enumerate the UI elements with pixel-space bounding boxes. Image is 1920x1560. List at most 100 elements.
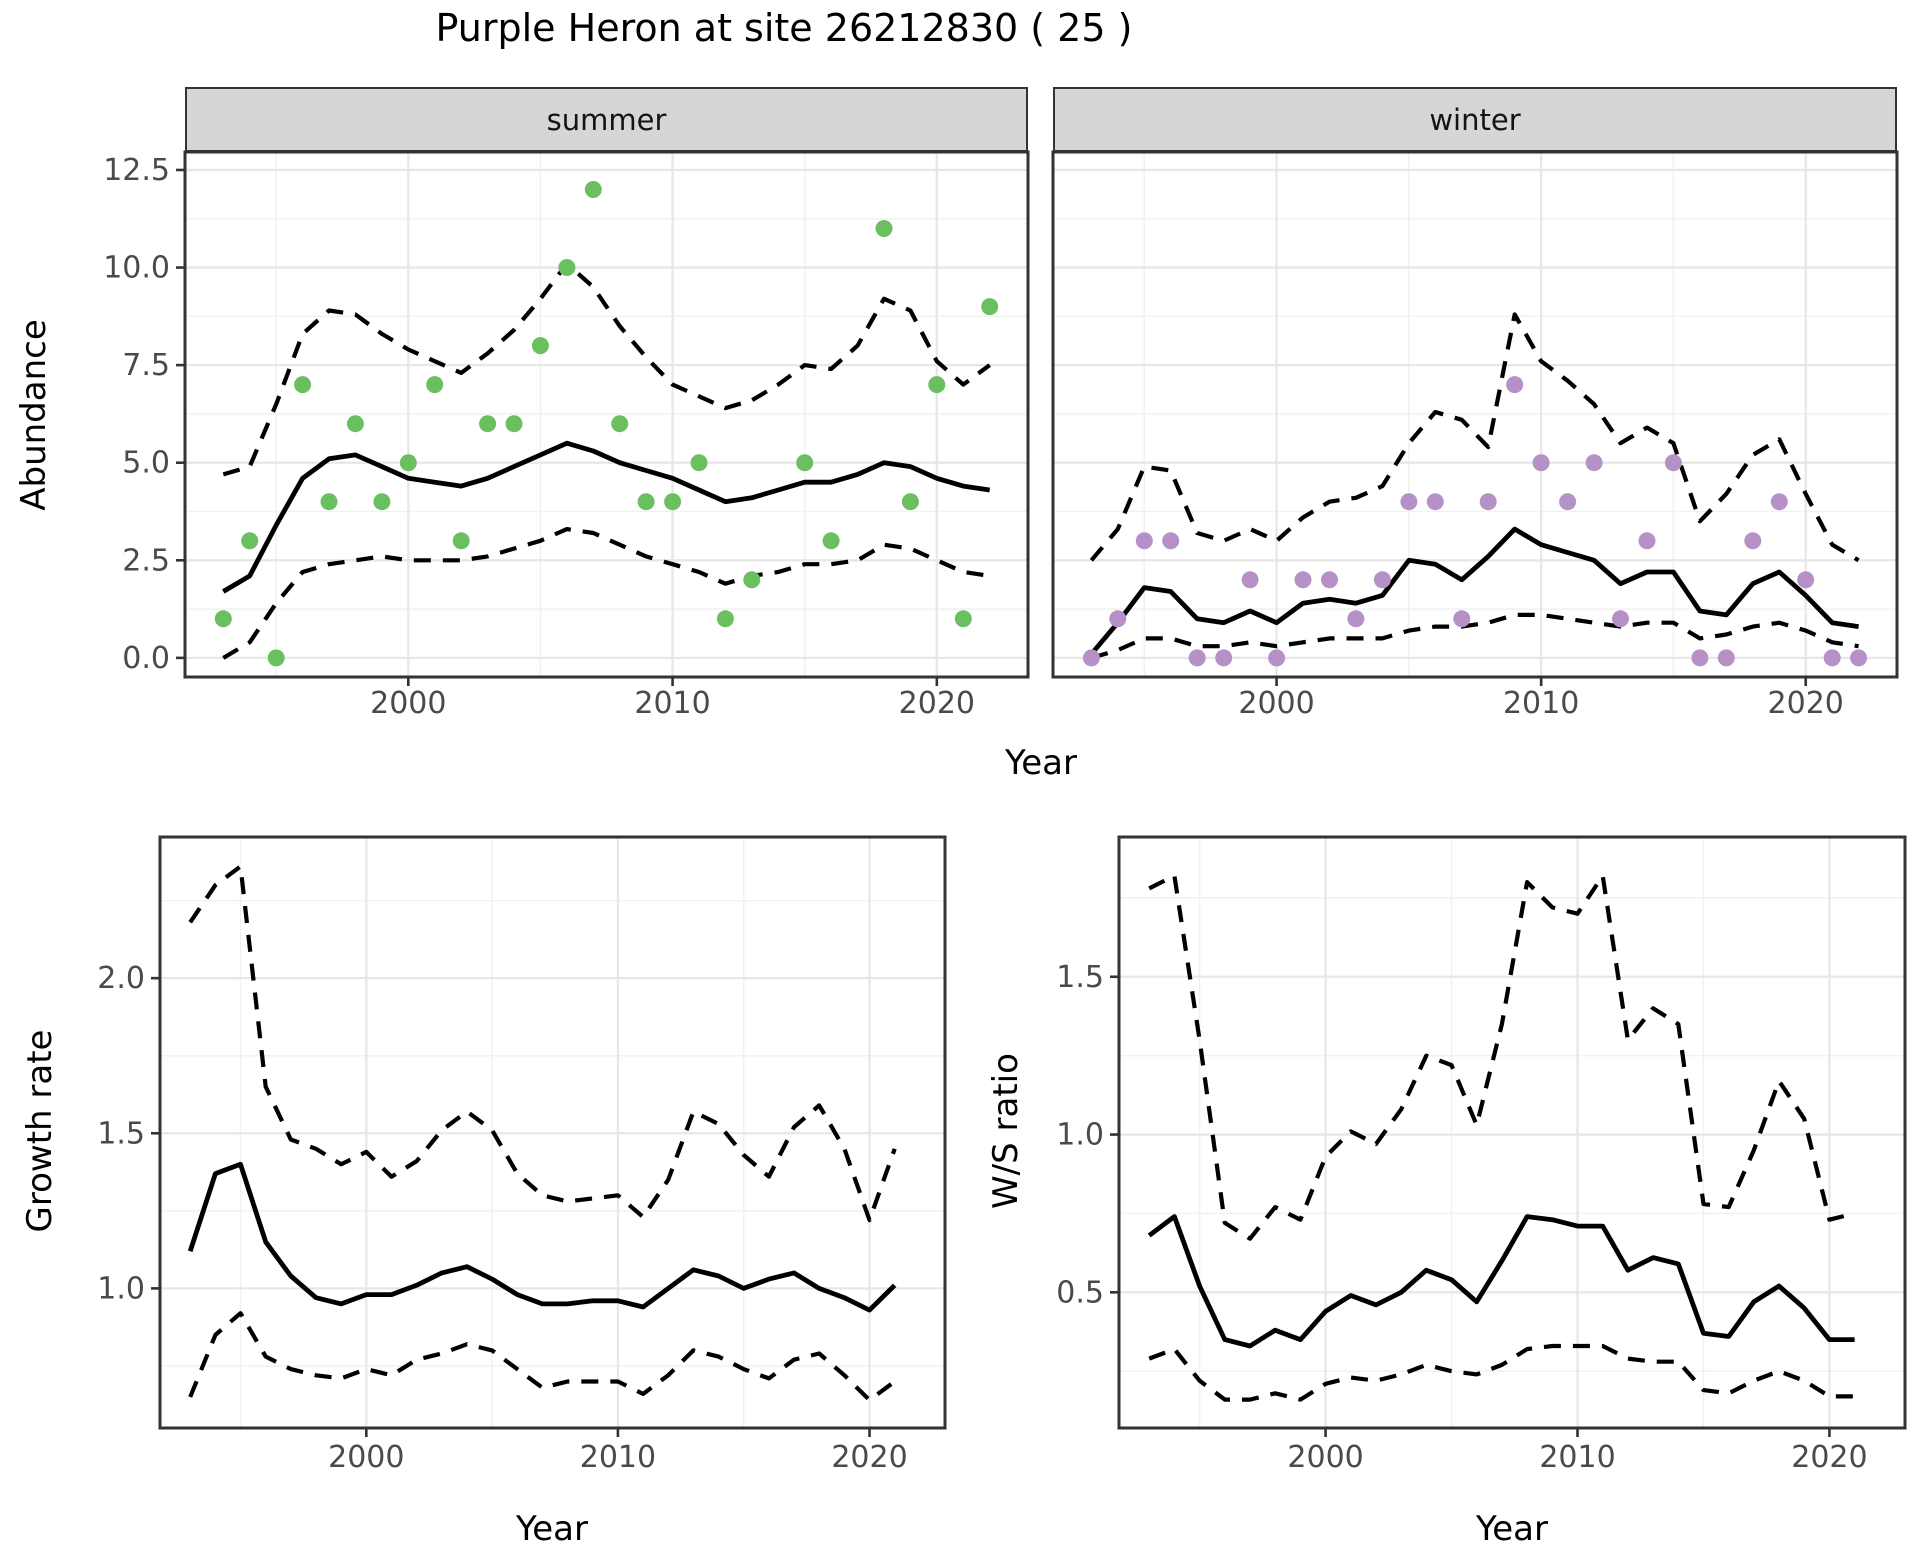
- data-point: [1532, 454, 1550, 472]
- x-axis-label-year-bottom-left: Year: [516, 1509, 588, 1549]
- y-tick-label: 10.0: [103, 251, 170, 286]
- data-point: [743, 571, 761, 589]
- ci-lower-line: [222, 526, 991, 660]
- data-point: [399, 454, 417, 472]
- fit-line: [1089, 526, 1859, 656]
- y-tick-label: 0.5: [1056, 1275, 1104, 1310]
- fit-line: [222, 440, 991, 594]
- data-point: [901, 493, 919, 511]
- data-point: [214, 610, 232, 628]
- data-point: [267, 649, 285, 667]
- data-point: [1559, 493, 1577, 511]
- data-point: [1691, 649, 1709, 667]
- data-point: [1268, 649, 1286, 667]
- data-point: [822, 532, 840, 550]
- data-point: [479, 415, 497, 433]
- data-point: [531, 337, 549, 355]
- data-point: [1426, 493, 1444, 511]
- data-point: [1109, 610, 1127, 628]
- x-tick-label: 2000: [370, 686, 446, 721]
- ci-upper-line: [1148, 873, 1856, 1241]
- panel-border: [1051, 150, 1899, 679]
- data-point: [426, 376, 444, 394]
- data-point: [1241, 571, 1259, 589]
- fit-line: [1147, 1214, 1855, 1349]
- facet-strip-winter: winter: [1053, 87, 1897, 152]
- y-axis-label-ws-ratio: W/S ratio: [986, 1053, 1026, 1209]
- data-point: [1506, 376, 1524, 394]
- data-point: [1188, 649, 1206, 667]
- data-point: [1162, 532, 1180, 550]
- data-point: [294, 376, 312, 394]
- panel-border: [183, 150, 1030, 679]
- y-tick-label: 7.5: [122, 348, 170, 383]
- x-axis-label-year-bottom-right: Year: [1476, 1509, 1548, 1549]
- x-tick-label: 2010: [580, 1440, 656, 1475]
- data-point: [1850, 649, 1868, 667]
- data-point: [796, 454, 814, 472]
- x-tick-label: 2010: [1503, 686, 1579, 721]
- data-point: [373, 493, 391, 511]
- panel-background: [1119, 837, 1905, 1428]
- data-point: [452, 532, 470, 550]
- y-axis-label-growth-rate: Growth rate: [20, 1029, 60, 1233]
- y-tick-label: 1.5: [97, 1116, 145, 1151]
- facet-strip-summer-label: summer: [546, 102, 667, 137]
- data-point: [1082, 649, 1100, 667]
- data-point: [637, 493, 655, 511]
- data-point: [611, 415, 629, 433]
- chart-panel-ws-ratio: 2000 2010 2020 0.5 1.0 1.5: [1056, 835, 1907, 1475]
- data-point: [981, 298, 999, 316]
- y-tick-label: 2.5: [122, 543, 170, 578]
- data-point: [1717, 649, 1735, 667]
- data-point: [1294, 571, 1312, 589]
- data-point: [1744, 532, 1762, 550]
- data-point: [1321, 571, 1338, 589]
- y-tick-label: 1.0: [97, 1271, 145, 1306]
- facet-strip-winter-label: winter: [1429, 102, 1521, 137]
- data-point: [1347, 610, 1365, 628]
- chart-title: Purple Heron at site 26212830 ( 25 ): [435, 6, 1133, 50]
- x-tick-label: 2010: [1539, 1440, 1615, 1475]
- data-point: [1612, 610, 1629, 628]
- facet-strip-summer: summer: [185, 87, 1028, 152]
- data-point: [1797, 571, 1815, 589]
- y-tick-label: 12.5: [103, 153, 170, 188]
- data-point: [875, 220, 893, 237]
- x-tick-label: 2000: [1287, 1440, 1363, 1475]
- data-point: [716, 610, 734, 628]
- data-point: [928, 376, 946, 394]
- data-point: [241, 532, 259, 550]
- data-point: [1453, 610, 1471, 628]
- data-point: [1823, 649, 1841, 667]
- data-point: [954, 610, 972, 628]
- fit-line: [187, 1161, 897, 1313]
- x-tick-label: 2020: [899, 686, 975, 721]
- data-point: [690, 454, 708, 472]
- chart-panel-abundance-summer: 2000 2010 2020 0.0 2.5 5.0 7.5 10.0 12.5: [103, 150, 1030, 721]
- chart-panel-abundance-winter: 2000 2010 2020: [1051, 150, 1899, 721]
- x-tick-label: 2020: [1768, 686, 1844, 721]
- x-tick-label: 2020: [1791, 1440, 1867, 1475]
- data-point: [1135, 532, 1153, 550]
- y-tick-label: 2.0: [97, 961, 145, 996]
- data-point: [1638, 532, 1656, 550]
- data-point: [1215, 649, 1233, 667]
- y-tick-label: 1.5: [1056, 960, 1104, 995]
- data-point: [320, 493, 338, 511]
- chart-panel-growth-rate: 2000 2010 2020 1.0 1.5 2.0: [97, 835, 947, 1475]
- x-axis-label-year-top: Year: [1005, 743, 1077, 783]
- x-tick-label: 2010: [634, 686, 710, 721]
- data-point: [664, 493, 682, 511]
- data-point: [1373, 571, 1391, 589]
- y-tick-label: 5.0: [122, 446, 170, 481]
- data-point: [1664, 454, 1682, 472]
- data-point: [1400, 493, 1418, 511]
- data-point: [505, 415, 523, 433]
- data-point: [584, 181, 602, 198]
- data-point: [346, 415, 364, 433]
- data-point: [1479, 493, 1497, 511]
- data-point: [1770, 493, 1788, 511]
